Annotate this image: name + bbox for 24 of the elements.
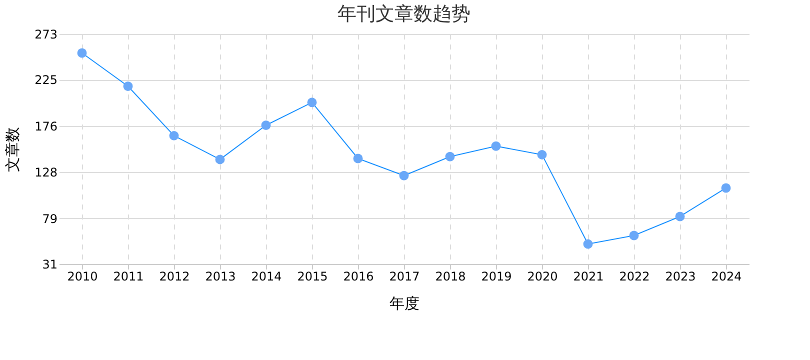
x-tick-label: 2018 <box>435 270 466 284</box>
y-tick-label: 79 <box>42 212 58 226</box>
chart-title: 年刊文章数趋势 <box>338 3 470 25</box>
x-tick-label: 2020 <box>527 270 558 284</box>
x-tick-label: 2021 <box>573 270 604 284</box>
y-axis-title: 文章数 <box>4 127 22 172</box>
y-tick-label: 176 <box>34 120 58 134</box>
x-tick-label: 2011 <box>113 270 144 284</box>
x-tick-label: 2023 <box>665 270 696 284</box>
x-tick-label: 2013 <box>205 270 236 284</box>
x-tick-label: 2024 <box>711 270 742 284</box>
y-tick-label: 31 <box>42 258 58 272</box>
x-tick-label: 2012 <box>159 270 190 284</box>
y-tick-label: 225 <box>34 73 58 88</box>
x-tick-label: 2015 <box>297 270 328 284</box>
y-tick-label: 128 <box>34 165 58 180</box>
x-tick-label: 2016 <box>343 270 374 284</box>
x-tick-label: 2014 <box>251 270 282 284</box>
x-tick-label: 2010 <box>67 270 98 284</box>
x-axis-title: 年度 <box>390 294 420 312</box>
x-tick-label: 2022 <box>619 270 650 284</box>
x-tick-label: 2019 <box>481 270 512 284</box>
y-tick-label: 273 <box>34 28 58 42</box>
x-tick-label: 2017 <box>389 270 420 284</box>
